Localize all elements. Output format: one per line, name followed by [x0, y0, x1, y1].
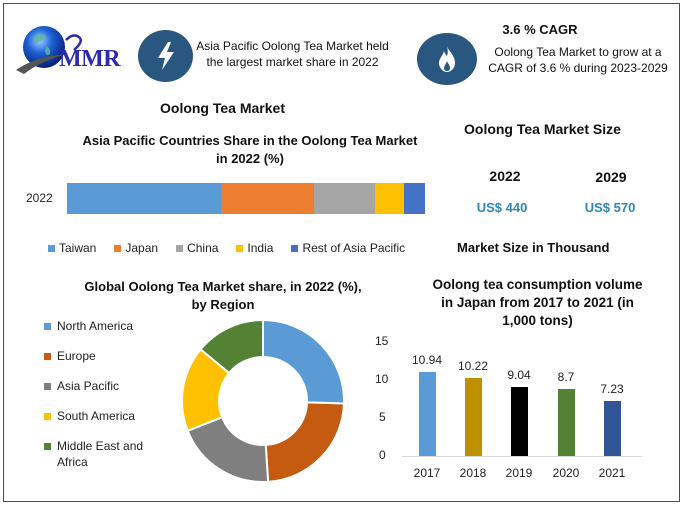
infographic-frame: [3, 3, 680, 502]
bar-title-line-2: in Japan from 2017 to 2021 (in: [441, 295, 634, 310]
legend-swatch: [114, 244, 122, 252]
legend-item: South America: [44, 408, 143, 438]
stacked-chart-title: Asia Pacific Countries Share in the Oolo…: [60, 132, 440, 168]
stacked-bar: [67, 183, 425, 214]
x-axis-line: [402, 456, 642, 457]
bar-2019: [510, 386, 528, 456]
legend-label: Middle East and Africa: [57, 438, 143, 470]
legend-swatch: [44, 323, 51, 330]
stacked-title-line-2: in 2022 (%): [216, 151, 284, 166]
bar-2017: [418, 372, 436, 456]
year-2029: 2029: [595, 169, 627, 185]
donut-chart: [181, 318, 345, 483]
section-title: Oolong Tea Market: [160, 100, 285, 116]
legend-label: South America: [57, 409, 136, 423]
x-tick-label: 2018: [459, 466, 487, 480]
legend-item: India: [236, 241, 273, 255]
donut-chart-title: Global Oolong Tea Market share, in 2022 …: [78, 278, 368, 314]
legend-label-line-2: Africa: [57, 455, 88, 469]
mmr-logo: MMR: [14, 22, 126, 78]
value-2022: US$ 440: [476, 200, 528, 215]
cagr-line-2: CAGR of 3.6 % during 2023-2029: [488, 61, 668, 75]
bar-value-label: 10.94: [411, 353, 443, 368]
bar-title-line-3: 1,000 tons): [502, 313, 573, 328]
legend-item: Europe: [44, 348, 143, 378]
donut-slice-middle-east-and-africa: [199, 318, 264, 375]
x-tick-label: 2017: [413, 466, 441, 480]
legend-label: Rest of Asia Pacific: [302, 241, 406, 255]
legend-item: Middle East and Africa: [44, 438, 143, 472]
legend-item: Japan: [114, 241, 158, 255]
legend-swatch: [44, 443, 51, 450]
bar-2018: [464, 377, 482, 456]
legend-label: China: [187, 241, 219, 255]
x-tick-label: 2020: [552, 466, 580, 480]
bar-chart-title: Oolong tea consumption volume in Japan f…: [405, 276, 670, 330]
bar-value-label: 9.04: [507, 367, 531, 382]
y-tick: 0: [379, 448, 386, 462]
bar-value-label: 10.22: [457, 358, 489, 373]
cagr-line-1: Oolong Tea Market to grow at a: [494, 45, 662, 59]
x-tick-label: 2021: [598, 466, 626, 480]
legend-label: Europe: [57, 349, 96, 363]
segment-india: [374, 183, 404, 214]
legend-label: India: [247, 241, 274, 255]
bar-2021: [603, 400, 621, 456]
legend-swatch: [44, 353, 51, 360]
legend-item: China: [176, 241, 218, 255]
x-tick-label: 2019: [505, 466, 533, 480]
bar-value-label: 8.7: [557, 370, 575, 385]
legend-swatch: [44, 383, 51, 390]
y-tick: 10: [375, 372, 389, 386]
stacked-legend: Taiwan Japan China India Rest of Asia Pa…: [48, 241, 423, 255]
donut-legend: North America Europe Asia Pacific South …: [44, 318, 143, 472]
globe-icon: [16, 26, 68, 74]
legend-label: Taiwan: [59, 241, 97, 255]
cagr-title: 3.6 % CAGR: [502, 22, 578, 37]
legend-item: Asia Pacific: [44, 378, 143, 408]
segment-china: [314, 183, 375, 214]
legend-item: North America: [44, 318, 143, 348]
lightning-icon: [138, 30, 193, 82]
highlight-text: Asia Pacific Oolong Tea Market held the …: [190, 38, 395, 70]
highlight-line-1: Asia Pacific Oolong Tea Market held: [196, 39, 389, 53]
legend-label-line-1: Middle East and: [57, 439, 144, 453]
logo-text: MMR: [59, 46, 121, 72]
legend-label: North America: [57, 319, 134, 333]
cagr-text: Oolong Tea Market to grow at a CAGR of 3…: [478, 44, 678, 76]
bar-2020: [557, 389, 575, 456]
market-size-title: Oolong Tea Market Size: [464, 121, 621, 137]
stacked-title-line-1: Asia Pacific Countries Share in the Oolo…: [82, 133, 418, 148]
highlight-line-2: the largest market share in 2022: [206, 55, 379, 69]
donut-slice-north-america: [262, 318, 345, 405]
stacked-category-label: 2022: [26, 191, 53, 205]
logo-swoosh-icon: [65, 34, 82, 51]
cagr-title-wrap: 3.6 % CAGR: [480, 22, 600, 37]
donut-title-line-2: by Region: [191, 297, 255, 312]
legend-swatch: [48, 244, 55, 252]
y-tick: 5: [379, 410, 386, 424]
value-2029: US$ 570: [584, 200, 636, 215]
legend-swatch: [291, 244, 299, 252]
year-2022: 2022: [489, 168, 521, 184]
segment-japan: [220, 183, 315, 214]
market-size-unit: Market Size in Thousand: [457, 240, 610, 255]
donut-title-line-1: Global Oolong Tea Market share, in 2022 …: [84, 279, 362, 294]
legend-label: Asia Pacific: [57, 379, 120, 393]
y-tick: 15: [375, 334, 389, 348]
bar-title-line-1: Oolong tea consumption volume: [432, 277, 643, 292]
flame-icon: [417, 33, 477, 85]
segment-taiwan: [67, 183, 221, 214]
legend-item: Rest of Asia Pacific: [291, 241, 405, 255]
legend-swatch: [44, 413, 51, 420]
legend-label: Japan: [125, 241, 159, 255]
legend-item: Taiwan: [48, 241, 96, 255]
bar-value-label: 7.23: [600, 381, 624, 396]
legend-swatch: [236, 244, 244, 252]
segment-rest-asia-pacific: [403, 183, 425, 214]
legend-swatch: [176, 244, 184, 252]
